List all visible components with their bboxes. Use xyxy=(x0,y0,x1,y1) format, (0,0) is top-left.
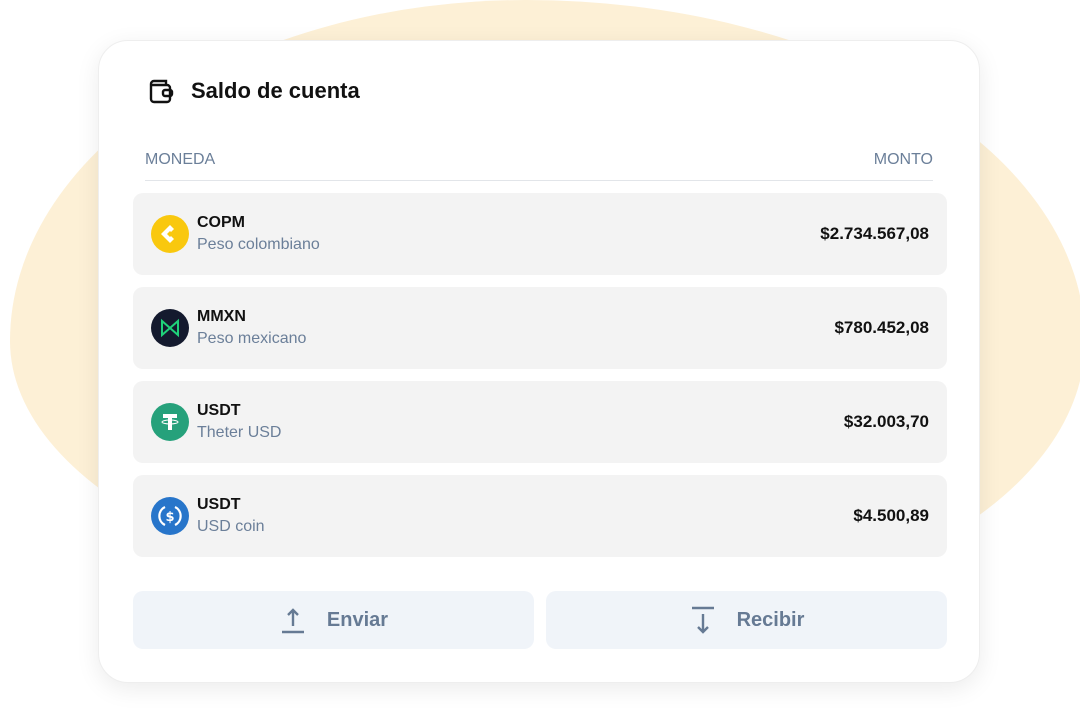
account-balance-card: Saldo de cuenta MONEDA MONTO COPM Peso co… xyxy=(98,40,980,683)
send-button[interactable]: Enviar xyxy=(133,591,534,649)
svg-text:$: $ xyxy=(165,510,174,525)
copm-icon xyxy=(151,215,189,253)
currency-symbol: USDT xyxy=(197,496,241,513)
usdc-icon: $ xyxy=(151,497,189,535)
currency-amount: $4.500,89 xyxy=(853,506,929,525)
table-row[interactable]: USDT Theter USD $32.003,70 xyxy=(133,381,947,463)
receive-button[interactable]: Recibir xyxy=(546,591,947,649)
send-label: Enviar xyxy=(326,608,389,631)
mmxn-icon xyxy=(151,309,189,347)
currency-symbol: USDT xyxy=(197,402,241,419)
currency-amount: $780.452,08 xyxy=(834,318,929,337)
currency-name: Theter USD xyxy=(197,424,282,441)
table-header: MONEDA MONTO xyxy=(145,151,933,181)
currency-amount: $2.734.567,08 xyxy=(820,224,929,243)
card-header: Saldo de cuenta xyxy=(147,77,360,105)
table-row[interactable]: COPM Peso colombiano $2.734.567,08 xyxy=(133,193,947,275)
currency-name: USD coin xyxy=(197,518,265,535)
column-currency: MONEDA xyxy=(145,151,216,168)
currency-name: Peso colombiano xyxy=(197,236,320,253)
table-row[interactable]: $ USDT USD coin $4.500,89 xyxy=(133,475,947,557)
currency-symbol: COPM xyxy=(197,214,245,231)
tether-icon xyxy=(151,403,189,441)
table-row[interactable]: MMXN Peso mexicano $780.452,08 xyxy=(133,287,947,369)
download-icon xyxy=(691,606,714,634)
currency-name: Peso mexicano xyxy=(197,330,307,347)
upload-icon xyxy=(281,608,304,634)
currency-symbol: MMXN xyxy=(197,308,246,325)
column-amount: MONTO xyxy=(873,151,933,168)
wallet-icon xyxy=(149,79,174,104)
currency-amount: $32.003,70 xyxy=(843,412,929,431)
receive-label: Recibir xyxy=(736,608,805,631)
page-title: Saldo de cuenta xyxy=(191,78,360,103)
